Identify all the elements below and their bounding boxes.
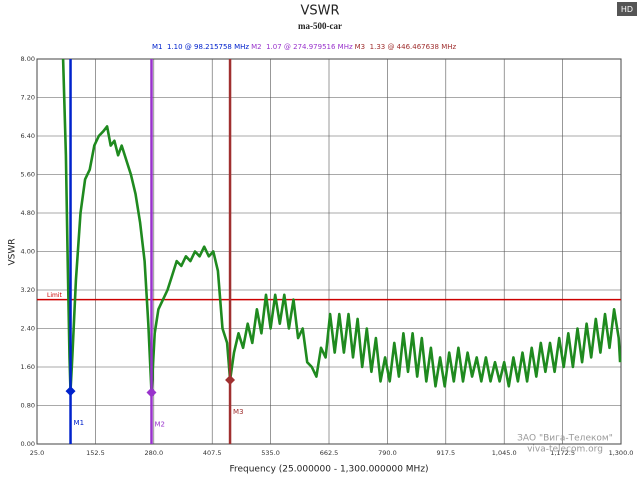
x-tick-label: 1,172.5 [550, 449, 575, 457]
y-tick-label: 8.00 [21, 55, 35, 63]
marker-name: M1 [74, 419, 85, 427]
y-axis-label: VSWR [8, 238, 18, 265]
chart-subtitle: ma-500-car [298, 21, 342, 31]
x-tick-label: 1,045.0 [492, 449, 517, 457]
x-tick-label: 917.5 [436, 449, 455, 457]
x-tick-label: 407.5 [203, 449, 222, 457]
x-tick-label: 152.5 [86, 449, 105, 457]
y-tick-label: 3.20 [21, 286, 35, 294]
x-tick-label: 280.0 [144, 449, 163, 457]
legend-label: 1.33 @ 446.467638 MHz [370, 43, 457, 51]
legend-name: M1 [152, 43, 163, 51]
chart-title: VSWR [300, 4, 339, 19]
legend-name: M3 [355, 43, 366, 51]
data-line [61, 58, 622, 394]
legend-label: 1.10 @ 98.215758 MHz [167, 43, 249, 51]
legend-name: M2 [251, 43, 262, 51]
limit-label: Limit [47, 292, 63, 299]
y-tick-label: 4.00 [21, 248, 35, 256]
marker-diamond [146, 387, 157, 398]
hd-badge-text: HD [621, 5, 633, 14]
marker-name: M2 [155, 421, 166, 429]
x-tick-label: 662.5 [320, 449, 339, 457]
x-axis-label: Frequency (25.000000 - 1,300.000000 MHz) [229, 465, 428, 475]
y-tick-label: 2.40 [21, 325, 35, 333]
y-tick-label: 7.20 [21, 94, 35, 102]
y-tick-label: 6.40 [21, 132, 35, 140]
y-tick-label: 4.80 [21, 209, 35, 217]
y-tick-label: 1.60 [21, 363, 35, 371]
x-tick-label: 25.0 [30, 449, 44, 457]
y-tick-label: 0.80 [21, 402, 35, 410]
marker-diamond [65, 386, 76, 397]
legend-label: 1.07 @ 274.979516 MHz [266, 43, 353, 51]
x-tick-label: 535.0 [261, 449, 280, 457]
marker-diamond [225, 374, 236, 385]
hd-badge [617, 2, 637, 16]
watermark: viva-telecom.org [527, 445, 603, 455]
x-tick-label: 1,300.0 [609, 449, 634, 457]
y-tick-label: 5.60 [21, 171, 35, 179]
watermark: ЗАО "Вига-Телеком" [517, 434, 613, 444]
marker-name: M3 [233, 408, 244, 416]
y-tick-label: 0.00 [21, 440, 35, 448]
x-tick-label: 790.0 [378, 449, 397, 457]
